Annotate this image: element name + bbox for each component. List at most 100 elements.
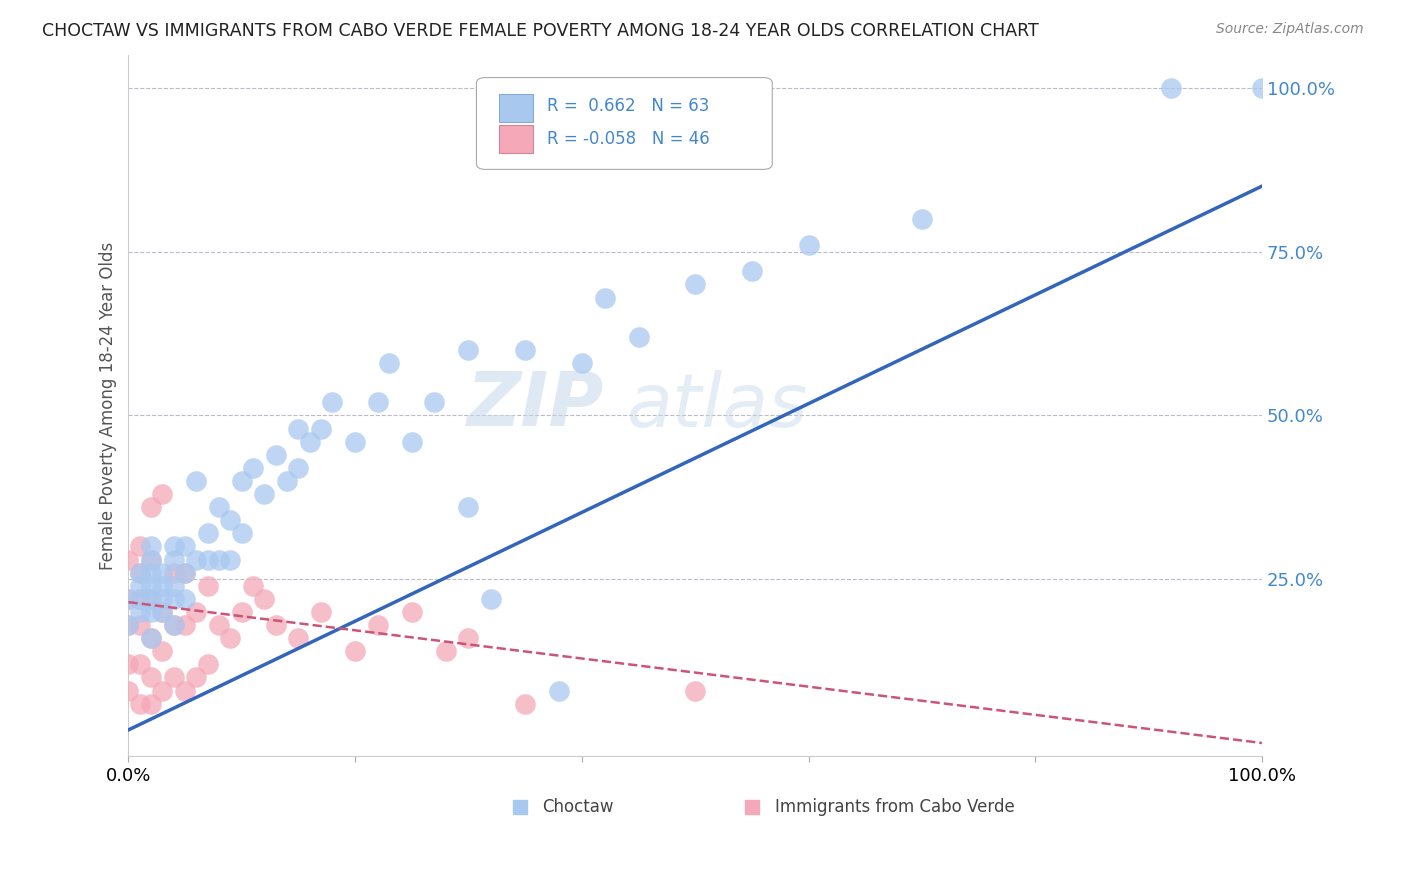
Point: [128, 591, 150, 606]
Point: [797, 238, 820, 252]
Point: [152, 683, 174, 698]
Point: [174, 540, 197, 554]
Point: [683, 277, 706, 292]
Point: [378, 356, 401, 370]
Point: [219, 552, 242, 566]
Point: [139, 579, 162, 593]
Point: [152, 644, 174, 658]
Point: [152, 605, 174, 619]
Point: [128, 605, 150, 619]
Point: [571, 356, 593, 370]
Point: [139, 591, 162, 606]
Point: [287, 421, 309, 435]
Point: [457, 343, 479, 357]
Point: [139, 671, 162, 685]
Point: [139, 566, 162, 580]
Point: [117, 618, 139, 632]
Point: [434, 644, 457, 658]
Text: atlas: atlas: [627, 369, 808, 442]
Point: [128, 697, 150, 711]
Point: [152, 591, 174, 606]
Point: [401, 605, 423, 619]
Point: [457, 631, 479, 645]
Point: [401, 434, 423, 449]
Point: [186, 552, 208, 566]
Point: [683, 683, 706, 698]
Point: [242, 579, 264, 593]
Point: [741, 264, 763, 278]
Point: [163, 540, 186, 554]
Point: [117, 552, 139, 566]
FancyBboxPatch shape: [477, 78, 772, 169]
Point: [163, 671, 186, 685]
Point: [128, 566, 150, 580]
Point: [457, 500, 479, 515]
Point: [117, 591, 139, 606]
Point: [1160, 81, 1182, 95]
Point: [128, 579, 150, 593]
Point: [128, 657, 150, 672]
Point: [128, 566, 150, 580]
Point: [139, 552, 162, 566]
Point: [515, 343, 537, 357]
Point: [344, 434, 367, 449]
Text: R =  0.662   N = 63: R = 0.662 N = 63: [547, 97, 709, 115]
Point: [197, 552, 219, 566]
Y-axis label: Female Poverty Among 18-24 Year Olds: Female Poverty Among 18-24 Year Olds: [100, 242, 117, 570]
Point: [242, 461, 264, 475]
Point: [423, 395, 446, 409]
Point: [152, 579, 174, 593]
Point: [231, 474, 253, 488]
Point: [253, 487, 276, 501]
Point: [515, 697, 537, 711]
Point: [174, 683, 197, 698]
FancyBboxPatch shape: [499, 94, 533, 121]
Point: [287, 461, 309, 475]
Point: [197, 579, 219, 593]
Point: [309, 605, 332, 619]
Point: [163, 591, 186, 606]
Point: [219, 513, 242, 527]
Point: [1251, 81, 1274, 95]
Text: Choctaw: Choctaw: [543, 797, 613, 815]
Point: [287, 631, 309, 645]
Point: [208, 552, 231, 566]
Point: [163, 579, 186, 593]
Point: [231, 526, 253, 541]
Point: [276, 474, 298, 488]
Point: [219, 631, 242, 645]
Point: [231, 605, 253, 619]
Point: [309, 421, 332, 435]
Point: [174, 566, 197, 580]
FancyBboxPatch shape: [499, 125, 533, 153]
Point: [139, 631, 162, 645]
Point: [139, 697, 162, 711]
Text: ZIP: ZIP: [467, 369, 605, 442]
Point: [627, 330, 650, 344]
Point: [128, 591, 150, 606]
Point: [479, 591, 502, 606]
Point: [152, 605, 174, 619]
Point: [117, 618, 139, 632]
Point: [163, 618, 186, 632]
Text: Source: ZipAtlas.com: Source: ZipAtlas.com: [1216, 22, 1364, 37]
Point: [264, 448, 287, 462]
Point: [163, 552, 186, 566]
Point: [344, 644, 367, 658]
Point: [139, 500, 162, 515]
Point: [186, 474, 208, 488]
Point: [139, 540, 162, 554]
Point: [593, 291, 616, 305]
Point: [367, 395, 389, 409]
Point: [197, 526, 219, 541]
Point: [139, 631, 162, 645]
Point: [186, 671, 208, 685]
Point: [117, 591, 139, 606]
Point: [163, 566, 186, 580]
Point: [186, 605, 208, 619]
Point: [128, 540, 150, 554]
Point: [174, 618, 197, 632]
Point: [367, 618, 389, 632]
Point: [911, 211, 934, 226]
Point: [174, 591, 197, 606]
